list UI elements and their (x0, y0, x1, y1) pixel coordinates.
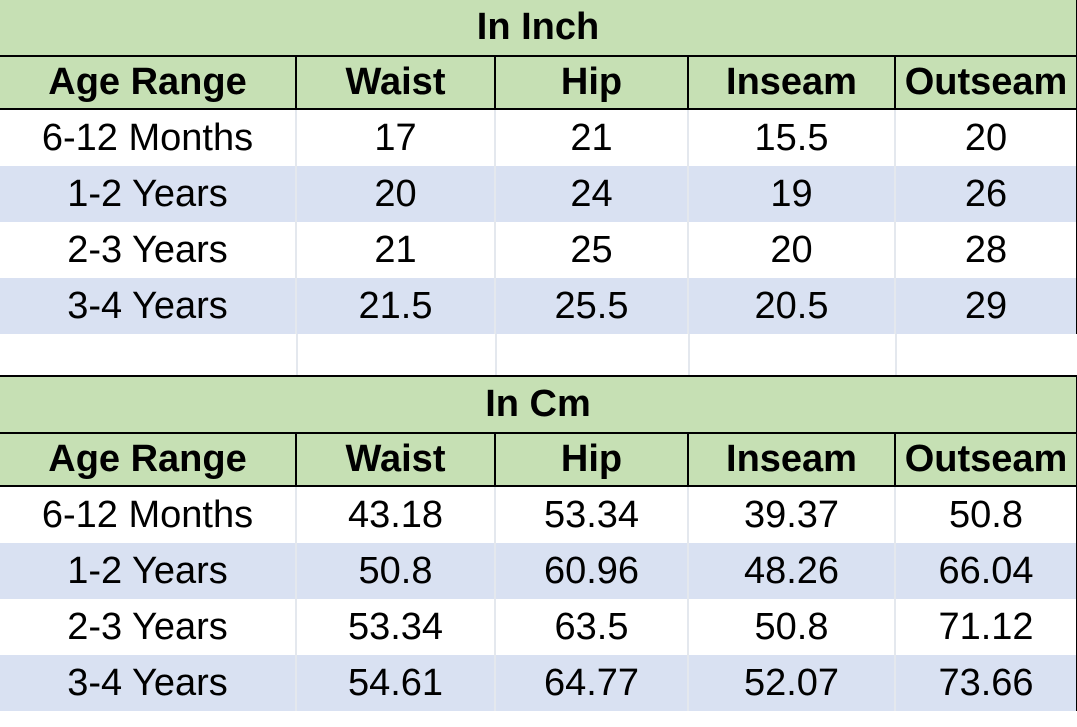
inch-title-row: In Inch (0, 0, 1077, 57)
table-row: 2-3 Years 53.34 63.5 50.8 71.12 (0, 599, 1077, 655)
cm-table-title: In Cm (0, 375, 1077, 434)
hip-cell: 64.77 (494, 655, 688, 711)
cm-size-table: In Cm Age Range Waist Hip Inseam Outseam… (0, 375, 1077, 711)
gap-column (296, 334, 495, 375)
waist-cell: 54.61 (295, 655, 495, 711)
hip-cell: 21 (494, 109, 688, 166)
table-row: 1-2 Years 20 24 19 26 (0, 166, 1077, 222)
inch-col-header-waist: Waist (295, 56, 495, 110)
table-gap (0, 334, 1077, 375)
outseam-cell: 26 (893, 166, 1077, 222)
waist-cell: 20 (295, 166, 495, 222)
waist-cell: 17 (295, 109, 495, 166)
cm-col-header-age-range: Age Range (0, 433, 296, 487)
hip-cell: 24 (494, 166, 688, 222)
table-row: 2-3 Years 21 25 20 28 (0, 222, 1077, 278)
inch-col-header-age-range: Age Range (0, 56, 296, 110)
cm-title-row: In Cm (0, 375, 1077, 434)
inseam-cell: 15.5 (687, 109, 895, 166)
waist-cell: 43.18 (295, 486, 495, 543)
hip-cell: 60.96 (494, 543, 688, 599)
gap-column (688, 334, 895, 375)
gap-column (0, 334, 296, 375)
table-row: 3-4 Years 21.5 25.5 20.5 29 (0, 278, 1077, 334)
outseam-cell: 50.8 (894, 486, 1077, 543)
age-range-cell: 1-2 Years (0, 166, 296, 222)
age-range-cell: 3-4 Years (0, 278, 296, 334)
age-range-cell: 2-3 Years (0, 222, 296, 278)
outseam-cell: 28 (893, 222, 1077, 278)
hip-cell: 25.5 (494, 278, 688, 334)
inseam-cell: 20.5 (687, 278, 895, 334)
table-row: 3-4 Years 54.61 64.77 52.07 73.66 (0, 655, 1077, 711)
hip-cell: 53.34 (494, 486, 688, 543)
age-range-cell: 6-12 Months (0, 109, 296, 166)
inseam-cell: 52.07 (687, 655, 895, 711)
inseam-cell: 19 (687, 166, 895, 222)
age-range-cell: 1-2 Years (0, 543, 296, 599)
inch-header-row: Age Range Waist Hip Inseam Outseam (0, 56, 1077, 110)
cm-col-header-inseam: Inseam (687, 433, 895, 487)
inch-table-title: In Inch (0, 0, 1077, 57)
age-range-cell: 3-4 Years (0, 655, 296, 711)
inch-col-header-inseam: Inseam (687, 56, 895, 110)
waist-cell: 21 (295, 222, 495, 278)
outseam-cell: 29 (893, 278, 1077, 334)
outseam-cell: 71.12 (894, 599, 1077, 655)
cm-col-header-hip: Hip (494, 433, 688, 487)
inseam-cell: 50.8 (687, 599, 895, 655)
table-row: 6-12 Months 17 21 15.5 20 (0, 109, 1077, 166)
waist-cell: 50.8 (295, 543, 495, 599)
gap-column (495, 334, 688, 375)
gap-column (895, 334, 1077, 375)
cm-col-header-waist: Waist (295, 433, 495, 487)
age-range-cell: 6-12 Months (0, 486, 296, 543)
waist-cell: 21.5 (295, 278, 495, 334)
hip-cell: 25 (494, 222, 688, 278)
cm-header-row: Age Range Waist Hip Inseam Outseam (0, 433, 1077, 487)
waist-cell: 53.34 (295, 599, 495, 655)
inseam-cell: 48.26 (687, 543, 895, 599)
cm-col-header-outseam: Outseam (894, 433, 1077, 487)
outseam-cell: 66.04 (894, 543, 1077, 599)
inch-col-header-outseam: Outseam (893, 56, 1077, 110)
table-row: 6-12 Months 43.18 53.34 39.37 50.8 (0, 486, 1077, 543)
outseam-cell: 73.66 (894, 655, 1077, 711)
age-range-cell: 2-3 Years (0, 599, 296, 655)
inch-col-header-hip: Hip (494, 56, 688, 110)
inseam-cell: 39.37 (687, 486, 895, 543)
inseam-cell: 20 (687, 222, 895, 278)
outseam-cell: 20 (893, 109, 1077, 166)
hip-cell: 63.5 (494, 599, 688, 655)
table-row: 1-2 Years 50.8 60.96 48.26 66.04 (0, 543, 1077, 599)
inch-size-table: In Inch Age Range Waist Hip Inseam Outse… (0, 0, 1077, 334)
